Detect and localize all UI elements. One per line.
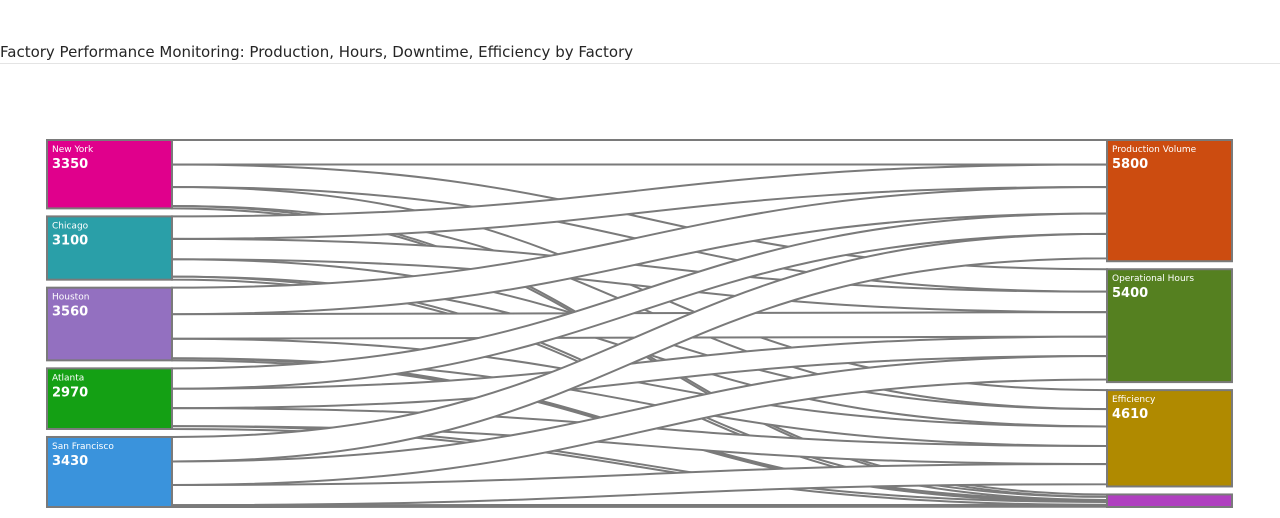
node-new-york[interactable] [46, 139, 173, 210]
target-nodes: Production Volume 5800 Operational Hours 54… [1106, 139, 1233, 508]
node-chicago[interactable] [46, 215, 173, 281]
node-production-volume[interactable] [1106, 139, 1233, 263]
node-value-new-york: 3350 [52, 157, 88, 172]
link-new-york-to-production-volume[interactable] [171, 138, 1108, 166]
node-label-production-volume: Production Volume [1112, 145, 1197, 155]
node-target-node-3[interactable] [1106, 493, 1233, 508]
node-label-operational-hours: Operational Hours [1112, 274, 1194, 284]
node-atlanta[interactable] [46, 367, 173, 430]
node-value-san-francisco: 3430 [52, 454, 88, 469]
node-label-houston: Houston [52, 293, 89, 303]
node-efficiency[interactable] [1106, 389, 1233, 488]
node-label-san-francisco: San Francisco [52, 442, 114, 452]
node-value-chicago: 3100 [52, 233, 88, 248]
node-san-francisco[interactable] [46, 435, 173, 508]
node-label-atlanta: Atlanta [52, 373, 84, 383]
node-value-efficiency: 4610 [1112, 407, 1148, 422]
link-san-francisco-to-other[interactable] [171, 503, 1108, 509]
node-operational-hours[interactable] [1106, 268, 1233, 384]
node-value-operational-hours: 5400 [1112, 286, 1148, 301]
source-nodes: New York 3350 Chicago 3100 Houston 3560 Atlant… [46, 139, 173, 508]
title-bar: Factory Performance Monitoring: Producti… [0, 0, 1280, 64]
chart-title: Factory Performance Monitoring: Producti… [0, 43, 634, 61]
node-label-efficiency: Efficiency [1112, 395, 1156, 405]
node-value-houston: 3560 [52, 305, 88, 320]
links [171, 138, 1108, 509]
node-houston[interactable] [46, 286, 173, 362]
node-label-new-york: New York [52, 145, 94, 155]
node-label-chicago: Chicago [52, 221, 89, 231]
node-value-atlanta: 2970 [52, 385, 88, 400]
node-value-production-volume: 5800 [1112, 157, 1148, 172]
